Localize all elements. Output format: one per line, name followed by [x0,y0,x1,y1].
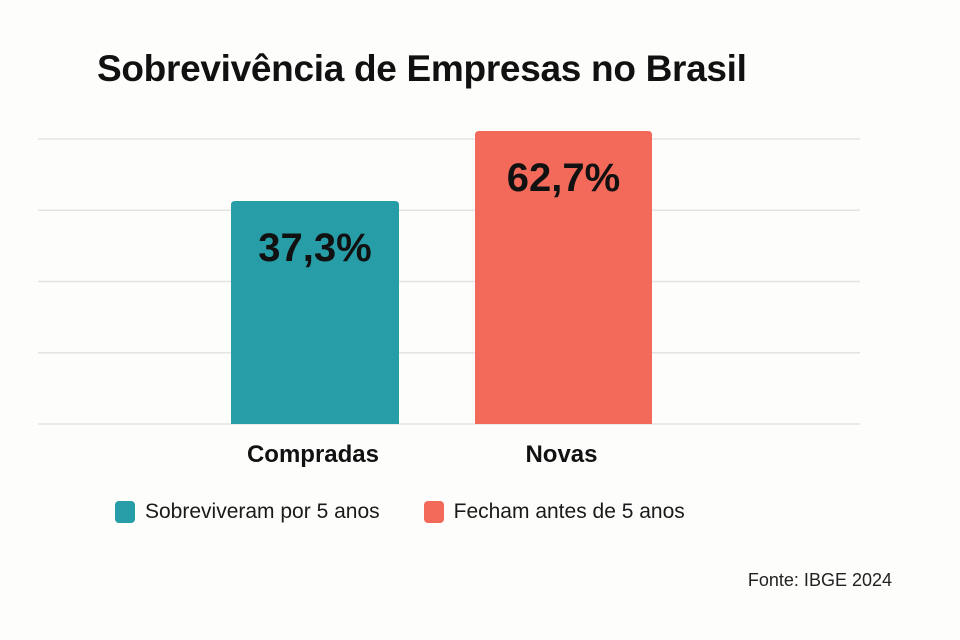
chart-title: Sobrevivência de Empresas no Brasil [97,48,747,89]
x-tick-label: Compradas [247,441,379,468]
chart-plot: 37,3% 62,7% Compradas Novas [38,130,860,468]
gridlines [38,138,860,425]
bars: 37,3% 62,7% [231,130,652,425]
source-note: Fonte: IBGE 2024 [747,570,892,590]
x-axis-labels: Compradas Novas [247,441,598,468]
legend-swatch-teal [115,501,135,523]
legend-item-closed: Fecham antes de 5 anos [423,500,685,524]
x-tick-label: Novas [525,441,597,468]
legend-item-survived: Sobreviveram por 5 anos [115,500,380,524]
legend-label: Sobreviveram por 5 anos [145,500,380,523]
data-label: 62,7% [507,156,620,200]
data-label: 37,3% [258,226,371,270]
legend-label: Fecham antes de 5 anos [453,500,685,523]
legend: Sobreviveram por 5 anos Fecham antes de … [115,500,729,524]
bar-novas [475,130,652,425]
legend-swatch-coral [423,501,444,523]
bar-compradas [231,201,399,424]
